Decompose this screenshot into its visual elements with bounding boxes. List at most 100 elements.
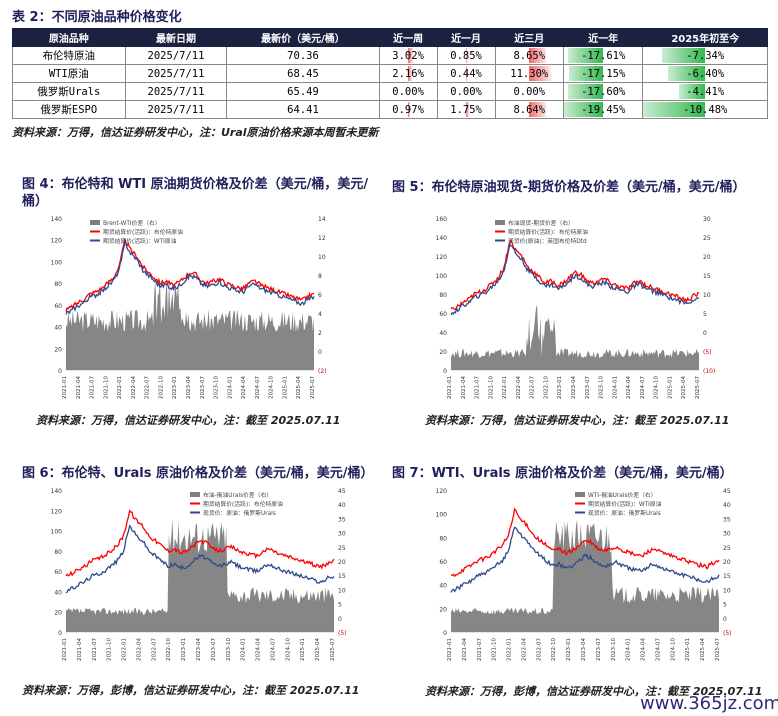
series-line-2 [450, 242, 700, 316]
x-tick-label: 2022-01 [507, 638, 513, 661]
table-header-cell: 2025年初至今 [642, 28, 768, 47]
x-tick-label: 2022-10 [551, 638, 557, 661]
table-cell: -10.48% [642, 100, 768, 119]
x-tick-label: 2023-07 [596, 638, 602, 661]
table-header-cell: 最新价（美元/桶） [226, 28, 380, 47]
x-tick-label: 2024-07 [640, 376, 646, 399]
x-tick-label: 2024-10 [654, 376, 660, 399]
right-tick-label: 35 [338, 516, 346, 523]
table-cell: -17.60% [562, 82, 644, 101]
left-tick-label: 120 [51, 238, 63, 245]
left-tick-label: 20 [439, 349, 447, 356]
cell-value: WTI原油 [48, 68, 89, 80]
table-row: WTI原油 2025/7/11 68.45 2.16% 0.44% 11.30% -17.1… [12, 64, 768, 83]
right-tick-label: 45 [338, 488, 346, 495]
left-tick-label: 0 [58, 368, 62, 375]
right-tick-label: (5) [723, 630, 732, 637]
cell-value: 俄罗斯ESPO [40, 104, 98, 116]
x-tick-label: 2021-01 [447, 638, 453, 661]
x-tick-label: 2025-07 [695, 376, 701, 399]
legend-label: 现货价：原油：俄罗斯Urals [588, 509, 661, 517]
x-tick-label: 2022-01 [122, 638, 128, 661]
x-tick-label: 2024-04 [256, 638, 262, 661]
right-tick-label: 4 [318, 311, 322, 318]
cell-value: 布伦特原油 [42, 50, 96, 62]
data-bar [408, 48, 414, 63]
data-bar [529, 102, 547, 117]
cell-value: 2025/7/11 [147, 67, 205, 80]
x-tick-label: 2023-10 [611, 638, 617, 661]
left-tick-label: 100 [51, 259, 63, 266]
left-tick-label: 40 [54, 589, 62, 596]
figure-6-title: 图 6：布伦特、Urals 原油价格及价差（美元/桶，美元/桶） [22, 466, 374, 481]
cell-value: -10.48% [683, 103, 728, 116]
spread-area [66, 518, 334, 632]
table-cell: 3.02% [378, 46, 438, 65]
figure-5-title: 图 5：布伦特原油现货-期货价格及价差（美元/桶，美元/桶） [392, 180, 746, 195]
x-tick-label: 2021-01 [62, 638, 68, 661]
data-bar [466, 66, 467, 81]
right-tick-label: 5 [723, 602, 727, 609]
x-tick-label: 2021-10 [103, 376, 109, 399]
table-header-row: 原油品种 最新日期 最新价（美元/桶） 近一周 近一月 近三月 近一年 2025年初至今 [12, 28, 768, 47]
legend-label: 现货价(原油)：英国布伦特Dtd [508, 237, 587, 245]
right-tick-label: 2 [318, 330, 322, 337]
x-tick-label: 2021-04 [461, 376, 467, 399]
right-tick-label: 15 [723, 573, 731, 580]
right-tick-label: 25 [703, 235, 711, 242]
right-tick-label: 20 [703, 254, 711, 261]
data-bar [668, 66, 706, 81]
table-cell: 0.00% [436, 82, 496, 101]
table-header-cell: 最新日期 [124, 28, 228, 47]
right-tick-label: (10) [703, 368, 715, 375]
left-tick-label: 0 [58, 630, 62, 637]
x-tick-label: 2023-10 [214, 376, 220, 399]
right-tick-label: 10 [703, 292, 711, 299]
data-bar [408, 66, 412, 81]
legend-swatch [190, 492, 200, 497]
table-cell: 2025/7/11 [124, 46, 228, 65]
data-bar [529, 66, 552, 81]
figure-7-source: 资料来源：万得，彭博，信达证券研发中心，注：截至 2025.07.11 [425, 685, 763, 698]
right-tick-label: (5) [703, 349, 712, 356]
x-tick-label: 2024-04 [641, 638, 647, 661]
table-cell: 2025/7/11 [124, 82, 228, 101]
figure-4-title: 图 4：布伦特和 WTI 原油期货价格及价差（美元/桶，美元/桶） [22, 177, 369, 209]
table-cell: -7.34% [642, 46, 768, 65]
cell-value: 0.00% [450, 85, 482, 98]
x-tick-label: 2025-04 [296, 376, 302, 399]
left-tick-label: 60 [439, 311, 447, 318]
left-tick-label: 0 [443, 368, 447, 375]
table-cell: 0.97% [378, 100, 438, 119]
cell-value: 2.16% [392, 67, 424, 80]
x-tick-label: 2024-07 [255, 376, 261, 399]
left-tick-label: 60 [439, 559, 447, 566]
table-cell: -6.40% [642, 64, 768, 83]
x-tick-label: 2022-04 [131, 376, 137, 399]
table-cell: WTI原油 [12, 64, 126, 83]
x-tick-label: 2021-01 [447, 376, 453, 399]
legend-label: 布油-俄油Urals价差（右） [203, 491, 272, 499]
x-tick-label: 2023-01 [566, 638, 572, 661]
legend-swatch [575, 492, 585, 497]
table-row: 布伦特原油 2025/7/11 70.36 3.02% 0.85% 8.65% -17.61… [12, 46, 768, 65]
price-change-table: 原油品种 最新日期 最新价（美元/桶） 近一周 近一月 近三月 近一年 2025年初至今 布伦… [12, 28, 768, 119]
x-tick-label: 2021-10 [492, 638, 498, 661]
cell-value: 68.45 [287, 67, 319, 80]
table-cell: 64.41 [226, 100, 380, 119]
x-tick-label: 2022-07 [151, 638, 157, 661]
legend-label: Brent-WTI价差（右） [103, 219, 161, 227]
cell-value: -17.60% [581, 85, 626, 98]
right-tick-label: 20 [723, 559, 731, 566]
table-cell: -17.15% [562, 64, 644, 83]
x-tick-label: 2022-07 [145, 376, 151, 399]
table-title: 表 2：不同原油品种价格变化 [12, 10, 182, 25]
cell-value: 65.49 [287, 85, 319, 98]
left-tick-label: 0 [443, 630, 447, 637]
left-tick-label: 40 [439, 330, 447, 337]
cell-value: 8.65% [513, 49, 546, 62]
right-tick-label: (2) [318, 368, 327, 375]
x-tick-label: 2025-07 [715, 638, 721, 661]
spread-area [451, 519, 719, 632]
